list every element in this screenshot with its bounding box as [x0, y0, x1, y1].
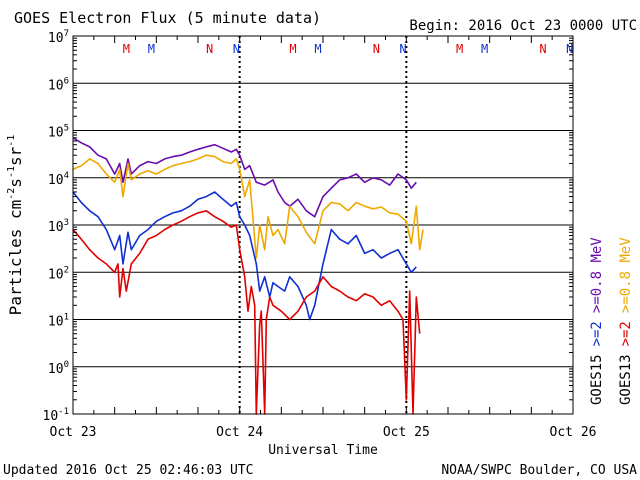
x-axis-label: Universal Time [268, 443, 378, 458]
x-axis-ticks: Oct 23 Oct 24 Oct 25 Oct 26 [50, 36, 597, 440]
marker-m: M [456, 42, 463, 56]
y-tick-label: 10-1 [43, 407, 70, 424]
legend: GOES15>=2>=0.8 MeV GOES13>=2>=0.8 MeV [589, 237, 634, 405]
marker-n: N [373, 42, 380, 56]
y-tick-label: 105 [48, 124, 69, 141]
y-tick-label: 103 [48, 218, 69, 235]
series-goes13-2-mev [72, 210, 421, 415]
marker-m: M [314, 42, 321, 56]
data-series [72, 137, 424, 415]
updated-timestamp: Updated 2016 Oct 25 02:46:03 UTC [3, 463, 253, 478]
marker-m: M [148, 42, 155, 56]
y-tick-label: 106 [48, 76, 69, 93]
marker-n: N [233, 42, 240, 56]
marker-n: N [539, 42, 546, 56]
x-tick-label: Oct 26 [550, 425, 597, 440]
x-tick-label: Oct 23 [50, 425, 97, 440]
y-tick-label: 102 [48, 265, 69, 282]
marker-m: M [481, 42, 488, 56]
marker-n: N [399, 42, 406, 56]
x-tick-label: Oct 24 [216, 425, 263, 440]
y-tick-label: 104 [48, 171, 69, 188]
y-tick-label: 107 [48, 29, 69, 46]
marker-n: N [206, 42, 213, 56]
series-goes15-0-8-mev [72, 137, 417, 218]
series-goes15-2-mev [72, 191, 417, 321]
day-divider-lines [238, 36, 408, 414]
legend-goes13: GOES13>=2>=0.8 MeV [618, 237, 634, 405]
series-goes13-0-8-mev [72, 154, 424, 259]
marker-m: M [289, 42, 296, 56]
legend-goes15: GOES15>=2>=0.8 MeV [589, 237, 605, 405]
marker-n: N [566, 42, 573, 56]
y-axis-ticks: 10-1 100 101 102 103 104 105 106 107 [43, 29, 573, 424]
y-tick-label: 101 [48, 313, 69, 330]
chart-title: GOES Electron Flux (5 minute data) [14, 9, 321, 27]
source-credit: NOAA/SWPC Boulder, CO USA [441, 463, 637, 478]
x-tick-label: Oct 25 [383, 425, 430, 440]
begin-time-label: Begin: 2016 Oct 23 0000 UTC [409, 18, 637, 34]
y-axis-label: Particles cm-2s-1sr-1 [6, 135, 25, 316]
y-tick-label: 100 [48, 360, 69, 377]
marker-m: M [123, 42, 130, 56]
